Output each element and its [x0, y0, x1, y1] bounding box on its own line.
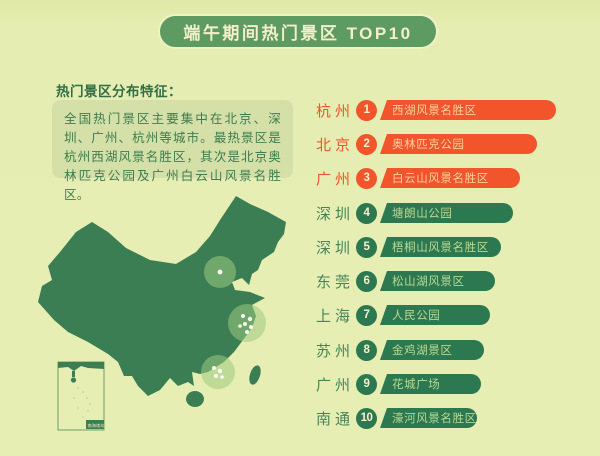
spot-bar: 塘朗山公园	[380, 203, 513, 223]
ranking-row-9: 广州 9 花城广场	[312, 373, 481, 395]
spot-bar: 白云山风景名胜区	[380, 168, 520, 188]
rank-badge: 1	[356, 99, 377, 121]
highlight-pearl-delta	[201, 355, 235, 389]
intro-body-text: 全国热门景区主要集中在北京、深圳、广州、杭州等城市。最热景区是杭州西湖风景名胜区…	[64, 112, 281, 202]
ranking-row-8: 苏州 8 金鸡湖景区	[312, 339, 484, 361]
highlight-yangtze-delta	[228, 304, 266, 342]
city-label: 南通	[315, 410, 354, 428]
rank-badge: 10	[356, 407, 377, 429]
title-banner: 端午期间热门景区 TOP10	[158, 14, 438, 49]
spot-bar: 人民公园	[380, 305, 490, 325]
ranking-row-4: 深圳 4 塘朗山公园	[312, 202, 513, 224]
intro-panel: 全国热门景区主要集中在北京、深圳、广州、杭州等城市。最热景区是杭州西湖风景名胜区…	[52, 100, 293, 202]
ranking-row-2: 北京 2 奥林匹克公园	[312, 133, 537, 155]
city-label: 东莞	[315, 273, 354, 291]
rank-badge: 2	[356, 133, 377, 155]
rank-badge: 6	[356, 270, 377, 292]
city-label: 苏州	[315, 342, 354, 360]
spot-bar: 松山湖风景区	[380, 271, 495, 291]
intro-heading: 热门景区分布特征：	[56, 84, 182, 99]
city-label: 广州	[315, 376, 354, 394]
china-map-svg: 南海诸岛	[38, 196, 286, 431]
china-mainland-shape	[38, 196, 286, 396]
rank-badge: 8	[356, 339, 377, 361]
rank-badge: 5	[356, 236, 377, 258]
city-label: 北京	[315, 136, 354, 154]
rank-badge: 7	[356, 304, 377, 326]
ranking-row-7: 上海 7 人民公园	[312, 304, 490, 326]
spot-bar: 奥林匹克公园	[380, 134, 537, 154]
spot-bar: 西湖风景名胜区	[380, 100, 556, 120]
ranking-row-5: 深圳 5 梧桐山风景名胜区	[312, 236, 501, 258]
hainan-island-shape	[186, 391, 204, 407]
spot-bar: 金鸡湖景区	[380, 340, 484, 360]
ranking-row-3: 广州 3 白云山风景名胜区	[312, 167, 520, 189]
rank-badge: 4	[356, 202, 377, 224]
ranking-row-6: 东莞 6 松山湖风景区	[312, 270, 495, 292]
page-title: 端午期间热门景区 TOP10	[183, 24, 413, 43]
rank-badge: 3	[356, 167, 377, 189]
spot-bar: 濠河风景名胜区	[380, 408, 477, 428]
china-map: 南海诸岛	[28, 190, 310, 456]
south-china-sea-inset: 南海诸岛	[57, 361, 105, 431]
spot-bar: 梧桐山风景名胜区	[380, 237, 501, 257]
rank-badge: 9	[356, 373, 377, 395]
inset-label: 南海诸岛	[88, 422, 105, 429]
city-label: 杭州	[315, 102, 354, 120]
spot-bar: 花城广场	[380, 374, 481, 394]
ranking-row-1: 杭州 1 西湖风景名胜区	[312, 99, 556, 121]
city-label: 上海	[315, 307, 354, 325]
ranking-row-10: 南通 10 濠河风景名胜区	[312, 407, 477, 429]
city-label: 广州	[315, 170, 354, 188]
city-label: 深圳	[315, 205, 354, 223]
taiwan-island-shape	[249, 365, 261, 385]
city-dots	[212, 269, 253, 379]
city-label: 深圳	[315, 239, 354, 257]
